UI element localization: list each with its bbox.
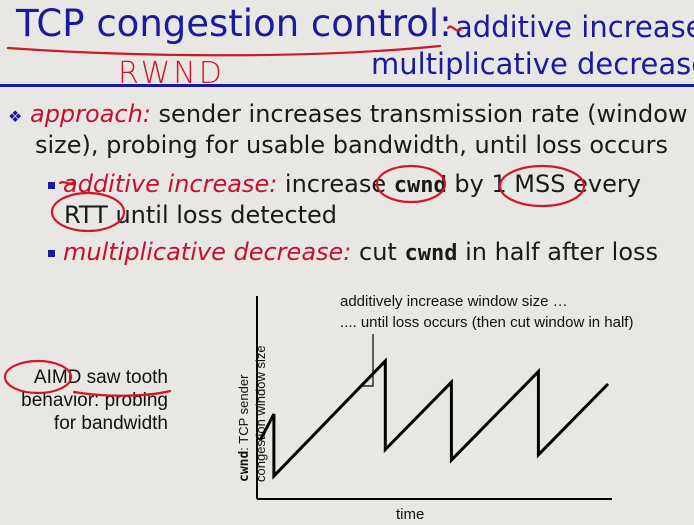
additive-line2: RTT until loss detected — [64, 201, 337, 229]
page-title: TCP congestion control: — [16, 2, 452, 45]
mss-circle-ink — [498, 164, 586, 208]
multiplicative-label: multiplicative decrease: — [63, 238, 352, 266]
annotation-leader — [360, 334, 374, 387]
bullet-approach: ❖ approach: sender increases transmissio… — [8, 100, 688, 128]
mult-post: in half after loss — [457, 238, 659, 266]
additive-pre: increase — [277, 170, 394, 198]
bullet-multiplicative-decrease: multiplicative decrease: cut cwnd in hal… — [48, 238, 658, 266]
rtt-circle-ink — [50, 191, 126, 233]
square-bullet-icon — [48, 249, 55, 257]
approach-strike-ink — [58, 180, 76, 185]
mult-pre: cut — [351, 238, 405, 266]
approach-text-line2: size), probing for usable bandwidth, unt… — [35, 131, 668, 159]
additive-mid: by — [446, 170, 492, 198]
sawtooth-underline-ink — [72, 389, 172, 397]
approach-label: approach: — [29, 100, 151, 128]
chart-axes — [256, 296, 612, 500]
chart-annotation-line2: .... until loss occurs (then cut window … — [340, 314, 634, 331]
diamond-bullet-icon: ❖ — [8, 107, 23, 126]
title-underline-ink — [6, 44, 442, 57]
handwritten-note: RWND — [118, 56, 225, 91]
title-subtitle-ink — [446, 25, 464, 32]
additive-line2-rest: until loss detected — [107, 201, 338, 229]
side-label-line1: AIMD saw tooth — [33, 367, 168, 388]
rtt-text: RTT — [64, 201, 108, 229]
aimd-circle-ink — [3, 359, 73, 395]
chart-annotation-line1: additively increase window size … — [340, 293, 568, 310]
chart-xlabel: time — [396, 506, 425, 523]
square-bullet-icon — [48, 181, 55, 189]
cwnd-circle-ink — [375, 164, 447, 204]
approach-text-line1: sender increases transmission rate (wind… — [150, 100, 688, 128]
side-label: AIMD saw tooth behavior: probing for ban… — [0, 366, 168, 435]
title-subtitle-multiplicative: multiplicative decrease — [371, 47, 694, 81]
cwnd-code-2: cwnd — [404, 241, 458, 266]
title-divider — [0, 84, 694, 87]
side-label-line3: for bandwidth — [53, 413, 168, 434]
cwnd-sawtooth-line — [258, 357, 610, 480]
title-subtitle-additive: additive increase — [455, 10, 694, 44]
ink-annotations — [3, 25, 586, 397]
